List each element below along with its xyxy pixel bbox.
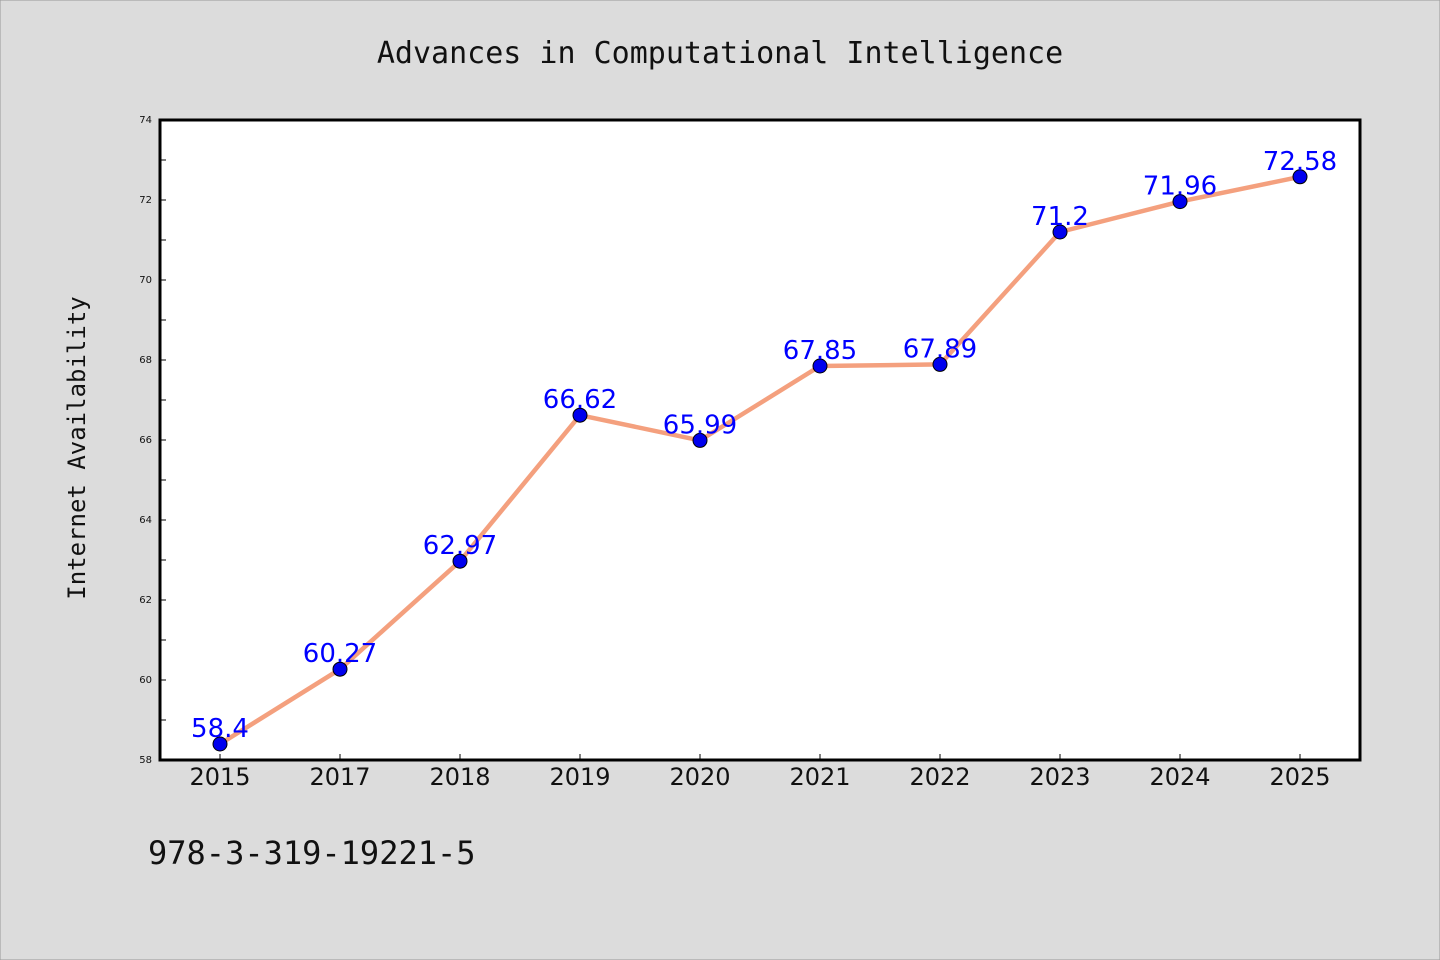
series-markers [212,169,1308,752]
data-labels: 58.4 60.27 62.97 66.62 65.99 67.85 67.89 71.2 71… [191,147,1337,744]
y-tick-label: 64 [139,515,152,526]
data-label: 71.2 [1031,202,1089,232]
y-tick-label: 60 [139,675,152,686]
data-point [1172,194,1188,210]
y-tick-label: 72 [139,195,152,206]
x-tick-label: 2021 [789,763,850,791]
x-tick-label: 2018 [429,763,490,791]
data-label: 58.4 [191,714,249,744]
data-point [452,553,468,569]
data-label: 72.58 [1263,147,1337,177]
x-tick-label: 2019 [549,763,610,791]
y-axis: 58 60 62 64 66 68 70 72 74 [139,115,166,766]
series-line [217,174,1303,747]
y-tick-label: 70 [139,275,152,286]
y-tick-label: 66 [139,435,152,446]
x-tick-label: 2024 [1149,763,1210,791]
y-tick-label: 68 [139,355,152,366]
data-point [212,736,228,752]
x-tick-label: 2022 [909,763,970,791]
y-tick-label: 62 [139,595,152,606]
data-point [1292,169,1308,185]
x-tick-label: 2025 [1269,763,1330,791]
data-label: 67.85 [783,336,857,366]
data-point [332,661,348,677]
data-point [692,432,708,448]
y-tick-label: 74 [139,115,152,126]
x-tick-label: 2020 [669,763,730,791]
y-axis-label: Internet Availability [63,296,91,599]
data-label: 60.27 [303,639,377,669]
data-label: 66.62 [543,385,617,415]
data-label: 62.97 [423,531,497,561]
x-tick-label: 2017 [309,763,370,791]
x-tick-label: 2023 [1029,763,1090,791]
data-point [572,407,588,423]
data-label: 67.89 [903,334,977,364]
data-point [932,356,948,372]
footer-isbn: 978-3-319-19221-5 [148,834,476,872]
data-label: 65.99 [663,410,737,440]
data-label: 71.96 [1143,172,1217,202]
data-point [1052,224,1068,240]
chart-title: Advances in Computational Intelligence [377,36,1063,71]
data-point [812,358,828,374]
y-tick-label: 58 [139,755,152,766]
x-tick-label: 2015 [189,763,250,791]
x-axis: 2015 2017 2018 2019 2020 2021 2022 2023 2024 2025 [189,754,1331,791]
